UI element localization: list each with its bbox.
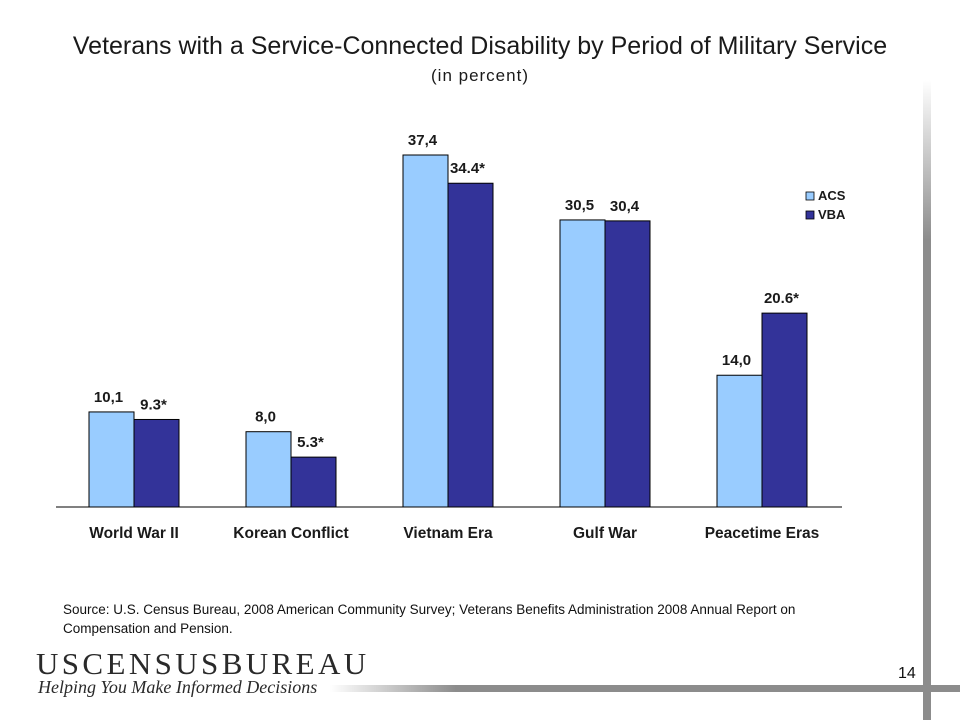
category-label-0: World War II — [89, 525, 179, 542]
bar-acs-2 — [402, 154, 449, 508]
bar-vba-1 — [290, 456, 337, 508]
legend-label-acs: ACS — [818, 188, 846, 203]
data-label-acs-4: 14,0 — [722, 352, 751, 369]
data-label-acs-0: 10,1 — [94, 389, 123, 406]
category-label-2: Vietnam Era — [403, 525, 493, 542]
legend-label-vba: VBA — [818, 207, 846, 222]
source-note: Source: U.S. Census Bureau, 2008 America… — [63, 602, 796, 636]
data-label-acs-1: 8,0 — [255, 409, 276, 426]
bar-vba-4 — [761, 312, 808, 508]
category-label-1: Korean Conflict — [233, 525, 348, 542]
bar-vba-0 — [133, 418, 180, 508]
legend-swatch-vba — [805, 210, 815, 220]
data-label-vba-3: 30,4 — [610, 198, 640, 215]
bar-vba-3 — [604, 220, 651, 508]
data-label-vba-1: 5.3* — [297, 434, 324, 451]
decorative-vertical-bar — [923, 80, 931, 720]
bar-chart: 10,1 9.3* World War II 8,0 5.3* Korean Confli… — [56, 132, 846, 542]
decorative-horizontal-bar — [330, 685, 960, 692]
data-label-vba-0: 9.3* — [140, 396, 167, 413]
data-label-vba-2: 34.4* — [450, 160, 485, 177]
bar-acs-4 — [716, 374, 763, 508]
category-label-4: Peacetime Eras — [705, 525, 820, 542]
data-label-vba-4: 20.6* — [764, 290, 799, 307]
chart-title: Veterans with a Service-Connected Disabi… — [72, 32, 888, 60]
census-bureau-logo: USCENSUSBUREAU — [36, 646, 370, 681]
bar-acs-3 — [559, 219, 606, 508]
data-label-acs-2: 37,4 — [408, 132, 438, 149]
bar-acs-1 — [245, 431, 292, 508]
category-label-3: Gulf War — [573, 525, 637, 542]
logo-tagline: Helping You Make Informed Decisions — [38, 677, 318, 697]
legend-swatch-acs — [805, 191, 815, 201]
bar-acs-0 — [88, 411, 135, 508]
bar-vba-2 — [447, 182, 494, 508]
data-label-acs-3: 30,5 — [565, 197, 594, 214]
chart-subtitle: (in percent) — [431, 66, 529, 85]
page-number: 14 — [898, 665, 916, 682]
